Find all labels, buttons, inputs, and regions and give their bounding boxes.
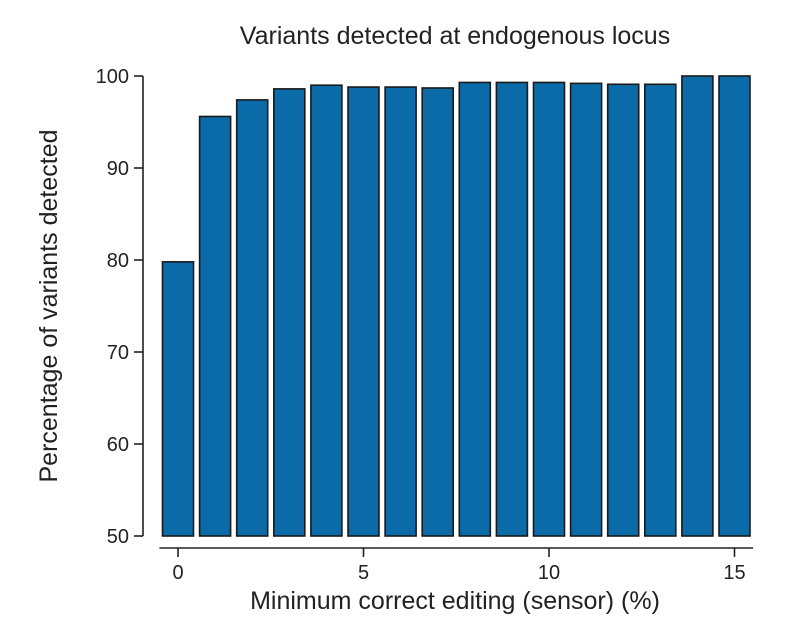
chart-title: Variants detected at endogenous locus [240,22,670,50]
x-axis-label: Minimum correct editing (sensor) (%) [250,587,660,615]
y-axis-label: Percentage of variants detected [35,129,63,482]
x-tick-label-5: 5 [358,562,369,584]
x-tick-label-10: 10 [538,562,560,584]
bar-5 [347,86,380,537]
bar-12 [606,83,640,537]
bar-2 [235,99,269,537]
bar-8 [458,81,492,537]
bar-4 [310,84,343,537]
bar-3 [272,88,306,537]
bar-10 [532,81,566,537]
bar-14 [681,75,714,537]
bar-0 [161,261,195,537]
y-tick-label-80: 80 [107,250,129,272]
y-tick-label-60: 60 [107,434,129,456]
bar-11 [569,82,603,537]
y-ticks-group: 50 60 70 80 90 100 [96,66,143,548]
x-tick-label-0: 0 [172,562,183,584]
bars-group [161,75,751,537]
y-tick-label-70: 70 [107,342,129,364]
bar-15 [718,75,751,537]
y-tick-label-90: 90 [107,158,129,180]
y-tick-label-100: 100 [96,66,129,88]
bar-9 [495,81,529,537]
x-tick-label-15: 15 [723,562,745,584]
bar-13 [643,83,677,537]
bar-6 [384,86,417,537]
x-ticks-group: 0 5 10 15 [172,548,746,584]
bar-1 [198,115,232,537]
y-tick-label-50: 50 [107,526,129,548]
bar-7 [421,87,455,537]
